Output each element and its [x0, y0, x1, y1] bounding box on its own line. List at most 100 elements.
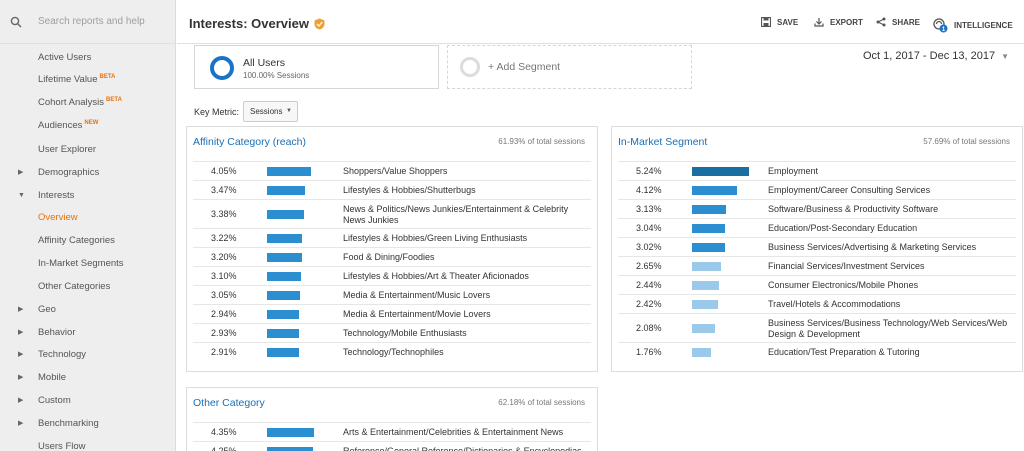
row-category[interactable]: Employment [768, 166, 819, 176]
row-bar [267, 329, 299, 338]
sidebar-item-geo[interactable]: ▶ Geo [0, 299, 175, 319]
segment-all-users[interactable]: All Users 100.00% Sessions [194, 45, 439, 89]
row-category[interactable]: Lifestyles & Hobbies/Art & Theater Afici… [343, 271, 529, 281]
dropdown-arrow-icon: ▼ [286, 108, 292, 114]
sidebar-item-benchmarking[interactable]: ▶ Benchmarking [0, 413, 175, 433]
key-metric-select[interactable]: Sessions ▼ [243, 101, 298, 122]
sidebar-item-user-explorer[interactable]: User Explorer [0, 139, 175, 159]
card-title[interactable]: Affinity Category (reach) [193, 136, 307, 148]
table-row[interactable]: 3.04% Education/Post-Secondary Education [618, 218, 1016, 237]
sidebar-item-technology[interactable]: ▶ Technology [0, 344, 175, 364]
table-row[interactable]: 3.38% News & Politics/News Junkies/Entert… [193, 199, 591, 228]
row-percentage: 3.04% [636, 223, 662, 233]
table-row[interactable]: 2.42% Travel/Hotels & Accommodations [618, 294, 1016, 313]
export-button[interactable]: EXPORT [814, 17, 863, 27]
sidebar-item-demographics[interactable]: ▶ Demographics [0, 162, 175, 182]
row-category[interactable]: Lifestyles & Hobbies/Shutterbugs [343, 185, 476, 195]
caret-right-icon: ▶ [18, 306, 24, 313]
table-row[interactable]: 3.05% Media & Entertainment/Music Lovers [193, 285, 591, 304]
row-category[interactable]: Education/Post-Secondary Education [768, 223, 918, 233]
row-bar [267, 234, 302, 243]
table-row[interactable]: 2.94% Media & Entertainment/Movie Lovers [193, 304, 591, 323]
card-title[interactable]: In-Market Segment [618, 136, 708, 148]
caret-down-icon: ▼ [18, 191, 25, 199]
row-category[interactable]: Arts & Entertainment/Celebrities & Enter… [343, 427, 564, 437]
caret-right-icon: ▶ [18, 329, 24, 336]
card-total-sessions: 62.18% of total sessions [498, 398, 585, 407]
sidebar-item-interests[interactable]: ▼ Interests [0, 185, 175, 205]
share-button[interactable]: SHARE [876, 17, 920, 27]
row-percentage: 2.65% [636, 261, 662, 271]
row-bar [267, 272, 301, 281]
sidebar-item-overview[interactable]: Overview [0, 207, 175, 227]
table-row[interactable]: 2.93% Technology/Mobile Enthusiasts [193, 323, 591, 342]
table-row[interactable]: 3.10% Lifestyles & Hobbies/Art & Theater … [193, 266, 591, 285]
sidebar-item-lifetime-value[interactable]: Lifetime Value BETA [0, 70, 175, 90]
sidebar-item-label: Mobile [38, 371, 66, 383]
intelligence-button[interactable]: 1 INTELLIGENCE [932, 17, 1013, 33]
row-category[interactable]: Media & Entertainment/Music Lovers [343, 290, 491, 300]
sidebar-item-label: Users Flow [38, 440, 86, 451]
row-bar [692, 186, 737, 195]
table-row[interactable]: 2.08% Business Services/Business Technolo… [618, 313, 1016, 342]
table-row[interactable]: 3.47% Lifestyles & Hobbies/Shutterbugs [193, 180, 591, 199]
sidebar-item-audiences[interactable]: Audiences NEW [0, 116, 175, 136]
sidebar-item-label: Active Users [38, 51, 92, 63]
row-category[interactable]: Shoppers/Value Shoppers [343, 166, 448, 176]
row-percentage: 4.12% [636, 185, 662, 195]
sidebar-item-other-categories[interactable]: Other Categories [0, 276, 175, 296]
row-category[interactable]: Business Services/Advertising & Marketin… [768, 242, 977, 252]
search-bar[interactable]: Search reports and help [0, 0, 175, 44]
sidebar-item-label: Interests [38, 189, 75, 201]
sidebar-item-cohort-analysis[interactable]: Cohort Analysis BETA [0, 93, 175, 113]
table-row[interactable]: 3.22% Lifestyles & Hobbies/Green Living E… [193, 228, 591, 247]
table-row[interactable]: 3.02% Business Services/Advertising & Mar… [618, 237, 1016, 256]
add-segment-button[interactable]: + Add Segment [447, 45, 692, 89]
row-category[interactable]: Lifestyles & Hobbies/Green Living Enthus… [343, 233, 528, 243]
row-category[interactable]: Software/Business & Productivity Softwar… [768, 204, 939, 214]
row-category[interactable]: Financial Services/Investment Services [768, 261, 925, 271]
sidebar-badge: BETA [106, 97, 122, 104]
row-category[interactable]: Education/Test Preparation & Tutoring [768, 347, 920, 357]
sidebar-item-custom[interactable]: ▶ Custom [0, 390, 175, 410]
sidebar-item-mobile[interactable]: ▶ Mobile [0, 367, 175, 387]
row-category[interactable]: News & Politics/News Junkies/Entertainme… [343, 203, 569, 225]
save-button[interactable]: SAVE [761, 17, 798, 27]
row-category[interactable]: Technology/Technophiles [343, 347, 444, 357]
sidebar-item-affinity-categories[interactable]: Affinity Categories [0, 230, 175, 250]
table-row[interactable]: 3.20% Food & Dining/Foodies [193, 247, 591, 266]
date-range-picker[interactable]: Oct 1, 2017 - Dec 13, 2017 ▼ [863, 50, 1009, 62]
table-row[interactable]: 1.76% Education/Test Preparation & Tutori… [618, 342, 1016, 361]
sidebar-item-active-users[interactable]: Active Users [0, 47, 175, 67]
table-row[interactable]: 5.24% Employment [618, 161, 1016, 180]
row-bar [692, 167, 749, 176]
table-row[interactable]: 2.91% Technology/Technophiles [193, 342, 591, 361]
row-category[interactable]: Employment/Career Consulting Services [768, 185, 931, 195]
sidebar-item-users-flow[interactable]: Users Flow [0, 436, 175, 451]
table-row[interactable]: 4.35% Arts & Entertainment/Celebrities & … [193, 422, 591, 441]
table-row[interactable]: 4.25% Reference/General Reference/Diction… [193, 441, 591, 451]
row-bar [267, 310, 299, 319]
sidebar-item-label: In-Market Segments [38, 257, 124, 269]
row-bar [692, 300, 718, 309]
sidebar-item-in-market-segments[interactable]: In-Market Segments [0, 253, 175, 273]
card-title[interactable]: Other Category [193, 397, 265, 409]
key-metric-label: Key Metric: [194, 107, 240, 117]
table-row[interactable]: 4.05% Shoppers/Value Shoppers [193, 161, 591, 180]
sidebar-item-behavior[interactable]: ▶ Behavior [0, 322, 175, 342]
table-row[interactable]: 2.44% Consumer Electronics/Mobile Phones [618, 275, 1016, 294]
row-bar [267, 167, 311, 176]
row-category[interactable]: Reference/General Reference/Dictionaries… [343, 446, 582, 451]
row-category[interactable]: Media & Entertainment/Movie Lovers [343, 309, 491, 319]
search-input[interactable]: Search reports and help [38, 16, 145, 27]
table-row[interactable]: 4.12% Employment/Career Consulting Servic… [618, 180, 1016, 199]
row-category[interactable]: Food & Dining/Foodies [343, 252, 435, 262]
row-category[interactable]: Business Services/Business Technology/We… [768, 317, 1008, 339]
sidebar-item-label: Demographics [38, 166, 100, 178]
table-row[interactable]: 3.13% Software/Business & Productivity So… [618, 199, 1016, 218]
table-row[interactable]: 2.65% Financial Services/Investment Servi… [618, 256, 1016, 275]
row-percentage: 2.93% [211, 328, 237, 338]
row-category[interactable]: Consumer Electronics/Mobile Phones [768, 280, 919, 290]
row-category[interactable]: Travel/Hotels & Accommodations [768, 299, 901, 309]
row-category[interactable]: Technology/Mobile Enthusiasts [343, 328, 467, 338]
